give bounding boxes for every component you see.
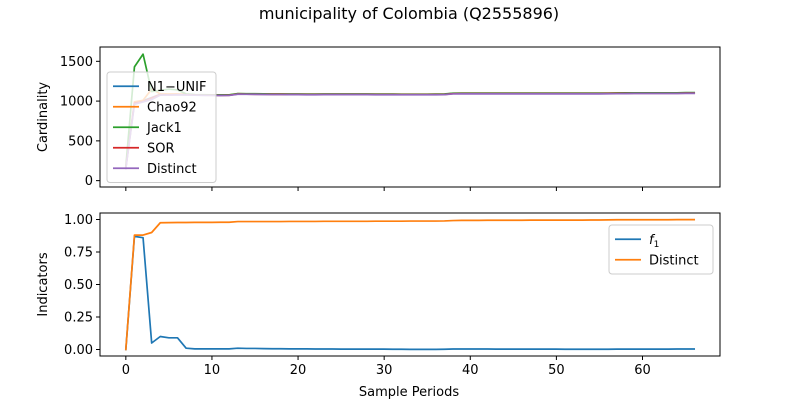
series-line — [124, 92, 696, 170]
y-tick-label: 0 — [85, 174, 93, 189]
plot-frame — [99, 46, 721, 188]
y-tick-label: 0.50 — [64, 278, 93, 293]
panel-1: 0 500 1000 1500 Cardinality N1−UNIF Chao92 Jack… — [36, 46, 721, 191]
legend-box — [106, 71, 217, 183]
y-tick-label: 0.00 — [64, 343, 93, 358]
x-tick-label: 50 — [548, 363, 565, 378]
y-tick-label: 0.75 — [64, 246, 93, 261]
x-tick-label: 20 — [290, 363, 307, 378]
y-tick-label: 500 — [68, 134, 93, 149]
x-tick-label: 30 — [376, 363, 393, 378]
x-tick-label: 10 — [204, 363, 221, 378]
y-axis-label: Cardinality — [36, 82, 51, 153]
y-axis-label: Indicators — [36, 252, 51, 316]
legend-label: Jack1 — [146, 121, 182, 136]
legend: N1−UNIF Chao92 Jack1 SOR Distinct — [106, 71, 217, 183]
series-line — [124, 218, 696, 351]
x-tick-label: 40 — [462, 363, 479, 378]
legend-label: N1−UNIF — [147, 80, 206, 95]
y-tick-label: 1000 — [60, 95, 93, 110]
x-axis-label: Sample Periods — [359, 385, 459, 400]
legend-label: Distinct — [147, 162, 197, 177]
legend-label: Distinct — [649, 253, 699, 268]
legend: f1 Distinct — [608, 224, 714, 275]
panel-2: 0.00 0.25 0.50 0.75 1.00 0 10 20 30 40 50 60 Indicat… — [36, 212, 721, 378]
legend-label: Chao92 — [147, 100, 197, 115]
figure-title: municipality of Colombia (Q2555896) — [259, 4, 559, 23]
y-tick-label: 0.25 — [64, 311, 93, 326]
legend-label: SOR — [147, 141, 175, 156]
legend-label: f1 — [649, 233, 659, 250]
y-tick-label: 1.00 — [64, 213, 93, 228]
x-tick-label: 60 — [634, 363, 651, 378]
x-tick-label: 0 — [122, 363, 130, 378]
series-line — [124, 235, 696, 351]
y-tick-label: 1500 — [60, 55, 93, 70]
legend-box — [608, 224, 714, 275]
plot-frame — [99, 212, 721, 357]
